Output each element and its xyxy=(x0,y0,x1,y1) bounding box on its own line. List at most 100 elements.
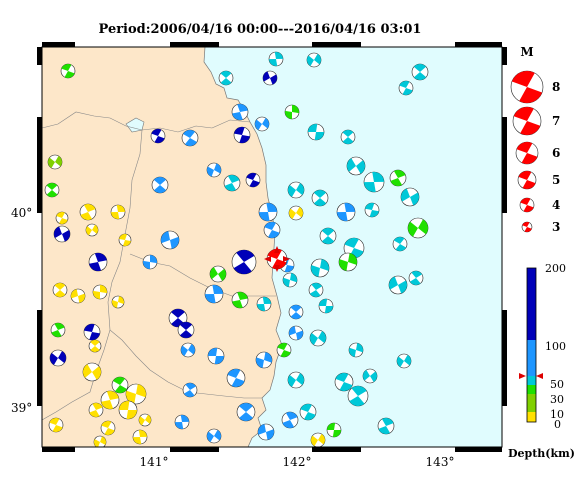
magnitude-legend-symbol xyxy=(519,197,535,213)
focal-mechanism xyxy=(346,156,366,176)
focal-mechanism xyxy=(388,275,408,295)
frame-ticks xyxy=(37,42,507,452)
focal-mechanism xyxy=(407,217,429,239)
focal-mechanism xyxy=(364,202,380,218)
focal-mechanism xyxy=(392,236,408,252)
focal-mechanism xyxy=(111,376,129,394)
focal-mechanism xyxy=(411,63,429,81)
magnitude-legend-symbol xyxy=(515,141,539,165)
focal-mechanism xyxy=(276,342,292,358)
lon-label-141: 141° xyxy=(140,455,169,469)
depth-tick-30: 30 xyxy=(550,393,564,406)
depth-marker-left xyxy=(519,373,526,379)
focal-mechanism xyxy=(138,413,152,427)
lat-label-40: 40° xyxy=(11,206,32,220)
focal-mechanism xyxy=(231,291,249,309)
magnitude-legend-symbol xyxy=(510,70,544,104)
focal-mechanism xyxy=(70,288,86,304)
focal-mechanism xyxy=(400,187,420,207)
focal-mechanism xyxy=(299,403,317,421)
map-panel xyxy=(42,47,502,447)
focal-mechanism xyxy=(281,411,299,429)
prefecture-boundaries xyxy=(42,111,276,421)
focal-mechanism xyxy=(347,385,369,407)
focal-mechanism xyxy=(48,417,64,433)
focal-mechanism xyxy=(231,249,257,275)
focal-mechanism xyxy=(93,435,107,447)
focal-mechanism xyxy=(396,353,412,369)
focal-mechanism xyxy=(111,295,125,309)
focal-mechanism xyxy=(118,400,138,420)
focal-mechanism xyxy=(88,252,108,272)
focal-mechanism xyxy=(85,223,99,237)
focal-mechanism xyxy=(258,202,278,222)
focal-mechanism xyxy=(231,103,249,121)
focal-mechanism xyxy=(60,63,76,79)
focal-mechanism xyxy=(233,126,251,144)
depth-legend-title: Depth(km) xyxy=(508,447,575,460)
depth-tick-50: 50 xyxy=(550,378,564,391)
focal-mechanism xyxy=(326,422,342,438)
focal-mechanism xyxy=(268,51,284,67)
focal-mechanism xyxy=(377,417,395,435)
focal-mechanism xyxy=(47,154,63,170)
magnitude-legend-label: 7 xyxy=(552,114,560,128)
focal-mechanism xyxy=(181,129,199,147)
focal-mechanism xyxy=(309,329,327,347)
earthquake-mechanisms xyxy=(44,51,429,447)
map-title: Period:2006/04/16 00:00---2016/04/16 03:… xyxy=(98,22,422,37)
focal-mechanism xyxy=(182,382,198,398)
focal-mechanism xyxy=(132,429,148,445)
focal-mechanism xyxy=(336,202,356,222)
focal-mechanism xyxy=(223,174,241,192)
focal-mechanism xyxy=(79,203,97,221)
focal-mechanism xyxy=(343,237,365,259)
focal-mechanism xyxy=(307,123,325,141)
focal-mechanism xyxy=(263,221,281,239)
focal-mechanism xyxy=(142,254,158,270)
focal-mechanism xyxy=(151,176,169,194)
mainshock-marker xyxy=(274,246,280,253)
map-frame xyxy=(41,46,503,448)
focal-mechanism xyxy=(118,233,132,247)
lake xyxy=(125,117,145,133)
focal-mechanism xyxy=(257,423,275,441)
magnitude-legend-symbol xyxy=(517,170,537,190)
lon-label-143: 143° xyxy=(426,455,455,469)
focal-mechanism xyxy=(287,181,305,199)
focal-mechanism xyxy=(100,390,120,410)
focal-mechanism xyxy=(49,349,67,367)
focal-mechanism xyxy=(82,362,102,382)
focal-mechanism xyxy=(319,227,337,245)
focal-mechanism xyxy=(207,347,225,365)
mainshock-marker xyxy=(274,265,280,272)
magnitude-legend: 8 7 6 5 4 3 xyxy=(510,70,560,234)
magnitude-legend-symbol xyxy=(512,106,542,136)
depth-tick-10: 10 xyxy=(550,408,564,421)
focal-mechanism xyxy=(180,342,196,358)
magnitude-legend-label: 6 xyxy=(552,146,560,160)
focal-mechanism xyxy=(288,304,304,320)
focal-mechanism xyxy=(310,432,326,447)
focal-mechanism xyxy=(254,116,270,132)
mainshock-marker xyxy=(264,256,271,262)
depth-tick-0: 0 xyxy=(554,418,561,431)
magnitude-legend-label: 3 xyxy=(552,220,560,234)
focal-mechanism xyxy=(288,325,304,341)
focal-mechanism xyxy=(160,230,180,250)
focal-mechanism xyxy=(340,129,356,145)
focal-mechanism xyxy=(348,342,364,358)
lat-label-39: 39° xyxy=(11,401,32,415)
focal-mechanism xyxy=(398,80,414,96)
focal-mechanism xyxy=(308,282,324,298)
focal-mechanism xyxy=(262,70,278,86)
focal-mechanism xyxy=(44,182,60,198)
focal-mechanism xyxy=(306,52,322,68)
focal-mechanism xyxy=(287,371,305,389)
focal-mechanism xyxy=(310,258,330,278)
magnitude-legend-symbol xyxy=(521,221,533,233)
largest-event xyxy=(264,246,290,272)
focal-mechanism xyxy=(218,70,234,86)
focal-mechanism xyxy=(255,351,273,369)
